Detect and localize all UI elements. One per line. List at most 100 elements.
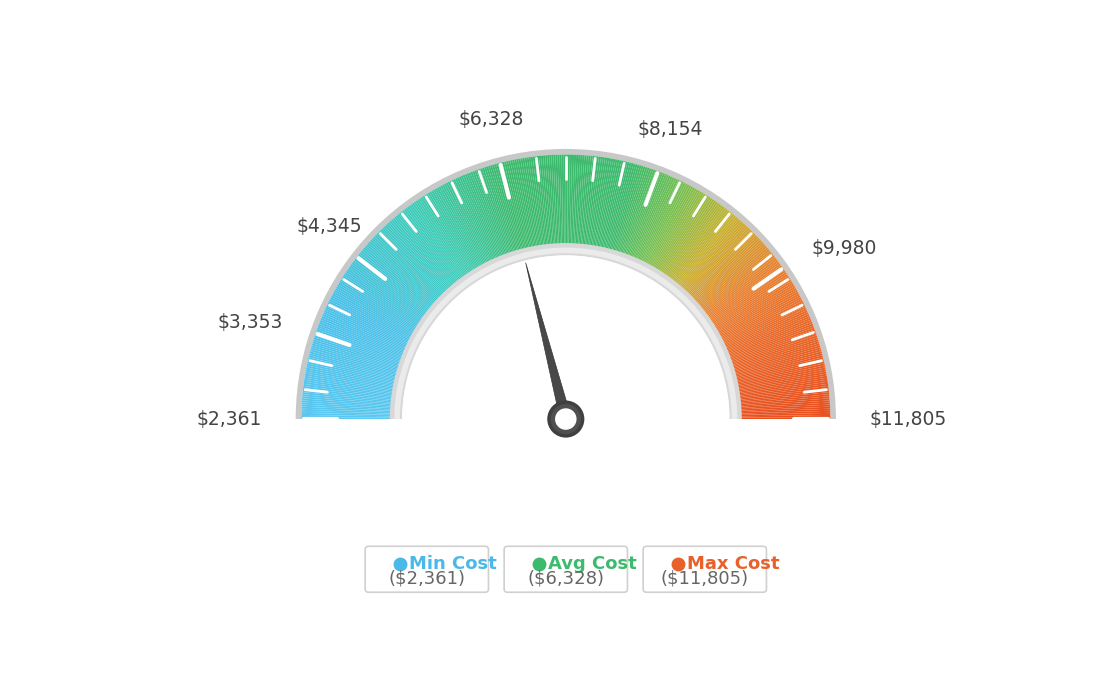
Wedge shape	[309, 355, 396, 378]
Wedge shape	[412, 203, 465, 277]
Wedge shape	[311, 343, 399, 371]
Wedge shape	[712, 274, 788, 324]
Wedge shape	[337, 284, 415, 331]
Wedge shape	[446, 182, 488, 264]
Wedge shape	[739, 375, 827, 392]
Wedge shape	[643, 181, 684, 263]
Wedge shape	[312, 339, 399, 368]
Wedge shape	[498, 163, 522, 250]
Wedge shape	[584, 156, 595, 245]
Wedge shape	[302, 390, 392, 402]
Wedge shape	[630, 173, 665, 257]
Wedge shape	[723, 303, 804, 344]
Wedge shape	[397, 214, 456, 284]
Wedge shape	[644, 182, 686, 264]
Wedge shape	[332, 293, 412, 337]
Wedge shape	[328, 303, 408, 344]
Wedge shape	[724, 306, 806, 346]
Wedge shape	[736, 357, 824, 380]
Wedge shape	[590, 157, 603, 246]
Wedge shape	[457, 177, 495, 259]
Wedge shape	[380, 229, 444, 295]
Wedge shape	[534, 156, 546, 246]
Text: $4,345: $4,345	[297, 217, 362, 235]
Wedge shape	[529, 157, 542, 246]
Wedge shape	[465, 174, 500, 257]
Wedge shape	[404, 209, 459, 281]
Wedge shape	[739, 373, 827, 391]
Wedge shape	[689, 230, 753, 295]
Wedge shape	[463, 175, 499, 258]
Wedge shape	[476, 170, 508, 255]
Text: ($6,328): ($6,328)	[528, 570, 604, 588]
Wedge shape	[500, 162, 523, 250]
Wedge shape	[372, 238, 438, 300]
Wedge shape	[622, 168, 651, 254]
Wedge shape	[358, 254, 429, 310]
Wedge shape	[549, 155, 556, 244]
Wedge shape	[370, 239, 437, 302]
Wedge shape	[573, 155, 578, 244]
Text: Avg Cost: Avg Cost	[548, 555, 637, 573]
Wedge shape	[402, 255, 730, 419]
Wedge shape	[658, 195, 708, 271]
Wedge shape	[436, 187, 481, 266]
Wedge shape	[384, 225, 447, 292]
Wedge shape	[302, 392, 392, 402]
Wedge shape	[312, 342, 399, 369]
Wedge shape	[576, 155, 584, 245]
Wedge shape	[707, 262, 779, 316]
Wedge shape	[314, 337, 400, 366]
Wedge shape	[383, 226, 446, 293]
Wedge shape	[527, 157, 541, 246]
Wedge shape	[608, 162, 631, 250]
Wedge shape	[617, 166, 646, 253]
Wedge shape	[726, 316, 810, 352]
Wedge shape	[301, 400, 392, 408]
Wedge shape	[616, 166, 644, 252]
Wedge shape	[433, 189, 479, 268]
Wedge shape	[741, 413, 830, 416]
Wedge shape	[716, 286, 796, 333]
Wedge shape	[735, 351, 822, 375]
Wedge shape	[307, 362, 395, 382]
Wedge shape	[566, 155, 567, 244]
Wedge shape	[633, 175, 669, 258]
Wedge shape	[518, 159, 535, 247]
Wedge shape	[708, 264, 781, 317]
Wedge shape	[582, 156, 593, 245]
Wedge shape	[740, 390, 829, 402]
Wedge shape	[335, 290, 413, 335]
Wedge shape	[737, 368, 826, 386]
Wedge shape	[715, 281, 793, 329]
Wedge shape	[739, 380, 828, 395]
Wedge shape	[721, 297, 802, 339]
Wedge shape	[318, 324, 403, 357]
Wedge shape	[640, 179, 680, 262]
Wedge shape	[724, 308, 807, 347]
Wedge shape	[558, 155, 562, 244]
Wedge shape	[478, 169, 509, 254]
Wedge shape	[411, 204, 464, 277]
Wedge shape	[740, 394, 829, 404]
Wedge shape	[496, 164, 521, 250]
Wedge shape	[401, 211, 457, 283]
Wedge shape	[508, 161, 529, 248]
Wedge shape	[725, 310, 808, 348]
Wedge shape	[736, 364, 825, 384]
Wedge shape	[739, 377, 827, 393]
Wedge shape	[679, 218, 740, 287]
Wedge shape	[309, 351, 396, 375]
Wedge shape	[309, 353, 396, 377]
Wedge shape	[391, 219, 452, 288]
Wedge shape	[318, 326, 402, 359]
Wedge shape	[669, 205, 723, 278]
Wedge shape	[734, 347, 821, 373]
Wedge shape	[470, 172, 505, 256]
Wedge shape	[733, 343, 820, 371]
Wedge shape	[676, 214, 734, 284]
Wedge shape	[374, 235, 440, 298]
Wedge shape	[415, 200, 467, 275]
Wedge shape	[505, 161, 527, 249]
Wedge shape	[723, 304, 805, 344]
